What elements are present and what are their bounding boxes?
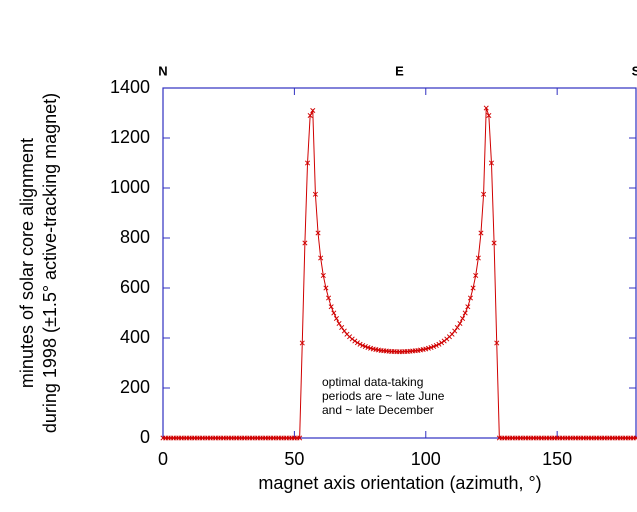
data-point xyxy=(318,255,324,261)
y-tick-label: 1000 xyxy=(110,177,150,197)
data-point xyxy=(297,435,303,441)
data-point xyxy=(325,295,332,301)
data-point xyxy=(488,160,495,166)
data-point xyxy=(473,272,479,279)
data-point xyxy=(483,105,489,111)
data-point xyxy=(436,341,442,347)
data-point xyxy=(328,304,334,310)
data-point xyxy=(339,324,345,331)
data-point xyxy=(491,240,497,246)
data-point xyxy=(470,285,476,291)
y-axis-label-group: minutes of solar core alignment during 1… xyxy=(17,93,60,433)
top-tick-label: N xyxy=(158,63,167,78)
x-tick-label: 50 xyxy=(284,449,304,469)
y-tick-label: 1200 xyxy=(110,127,150,147)
y-tick-label: 800 xyxy=(120,227,150,247)
x-tick-label: 150 xyxy=(542,449,572,469)
data-point xyxy=(304,160,311,166)
data-point xyxy=(357,341,363,347)
data-point xyxy=(467,295,474,301)
plot-frame xyxy=(162,87,637,439)
y-tick-label: 200 xyxy=(120,377,150,397)
data-point xyxy=(336,320,342,327)
data-point xyxy=(299,340,305,346)
data-point xyxy=(438,340,445,346)
data-point xyxy=(323,285,329,291)
data-point xyxy=(331,310,337,316)
data-point xyxy=(315,230,321,236)
top-tick-label: S xyxy=(632,63,637,78)
data-point xyxy=(475,255,481,261)
x-axis-label: magnet axis orientation (azimuth, °) xyxy=(258,473,541,493)
data-point xyxy=(486,112,492,119)
data-point xyxy=(333,315,339,322)
data-point xyxy=(460,315,466,322)
y-axis-label: minutes of solar core alignment xyxy=(17,138,37,388)
annotation: periods are ~ late June xyxy=(322,389,445,403)
annotation: optimal data-taking xyxy=(322,375,423,389)
annotation: and ~ late December xyxy=(322,403,434,417)
data-point xyxy=(481,191,487,197)
data-point xyxy=(352,338,358,344)
data-point xyxy=(354,340,361,346)
y-tick-label: 0 xyxy=(140,427,150,447)
data-point xyxy=(457,320,463,327)
y-tick-label: 600 xyxy=(120,277,150,297)
y-axis-label: during 1998 (±1.5° active-tracking magne… xyxy=(40,93,60,433)
data-point xyxy=(462,310,468,316)
data-point xyxy=(633,435,637,441)
x-tick-label: 100 xyxy=(411,449,441,469)
data-point xyxy=(433,342,439,349)
data-point xyxy=(310,107,316,114)
data-point xyxy=(320,272,326,279)
data-point xyxy=(302,240,308,246)
y-tick-label: 400 xyxy=(120,327,150,347)
data-point xyxy=(465,304,471,310)
data-point xyxy=(307,112,313,119)
data-point xyxy=(478,230,484,236)
top-tick-label: E xyxy=(395,63,404,78)
data-point xyxy=(454,324,460,331)
x-tick-label: 0 xyxy=(158,449,168,469)
y-tick-label: 1400 xyxy=(110,77,150,97)
data-point xyxy=(312,191,318,197)
data-point xyxy=(452,328,458,334)
data-point xyxy=(494,340,500,346)
